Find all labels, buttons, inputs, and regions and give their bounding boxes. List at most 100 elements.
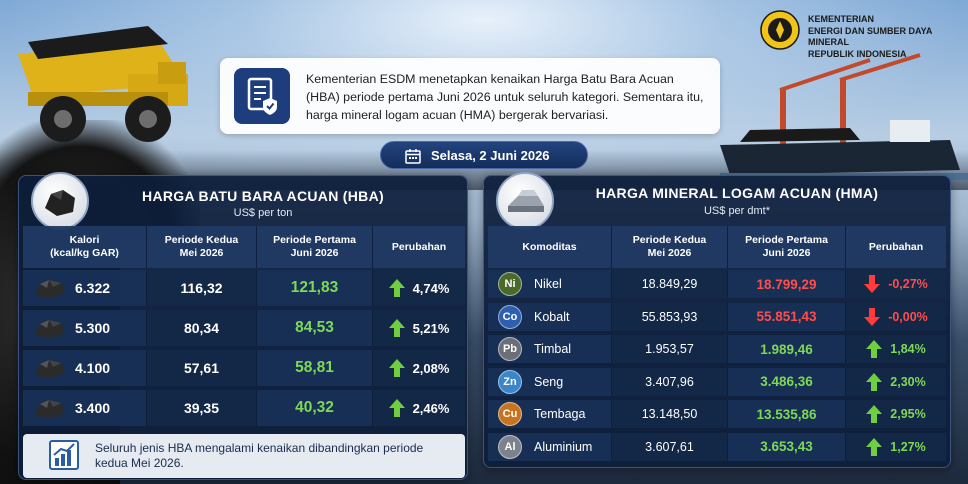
element-badge: Pb	[498, 337, 522, 361]
hba-table-row: 5.300 80,34 84,53 5,21%	[23, 310, 465, 346]
hma-change-value: 2,30%	[890, 374, 926, 389]
hma-juni-value: 3.486,36	[760, 374, 813, 389]
hba-table-row: 6.322 116,32 121,83 4,74%	[23, 270, 465, 306]
hba-juni-value: 58,81	[295, 359, 334, 376]
hba-note: Seluruh jenis HBA mengalami kenaikan dib…	[23, 434, 465, 478]
hma-header-perubahan: Perubahan	[846, 226, 946, 268]
ministry-line-3: REPUBLIK INDONESIA	[808, 48, 907, 59]
arrow-up-icon	[388, 279, 405, 297]
hma-change-value: 2,95%	[890, 407, 926, 421]
bar-chart-icon	[49, 440, 79, 470]
ministry-name: KEMENTERIAN ENERGI DAN SUMBER DAYA MINER…	[808, 14, 968, 60]
port-ship-image	[720, 53, 968, 180]
coal-lump-icon	[35, 320, 65, 338]
arrow-up-icon	[866, 372, 883, 391]
hma-change-value: -0,27%	[888, 277, 928, 291]
arrow-up-icon	[866, 437, 883, 456]
document-shield-icon	[234, 68, 290, 124]
hma-juni-value: 18.799,29	[756, 276, 817, 292]
element-badge: Al	[498, 434, 522, 459]
ministry-line-2: ENERGI DAN SUMBER DAYA MINERAL	[808, 25, 933, 48]
arrow-up-icon	[866, 405, 883, 423]
hma-mei-value: 3.607,61	[645, 439, 694, 454]
hba-unit: US$ per ton	[233, 207, 293, 219]
hba-panel: HARGA BATU BARA ACUAN (HBA) US$ per ton …	[18, 172, 468, 480]
hba-header-mei: Periode Kedua Mei 2026	[147, 226, 257, 268]
hma-table-row: Al Aluminium 3.607,61 3.653,43 1,27%	[488, 432, 946, 461]
hba-header-perubahan: Perubahan	[373, 226, 465, 268]
date-pill: Selasa, 2 Juni 2026	[380, 141, 588, 169]
hba-change-value: 2,46%	[412, 400, 450, 416]
hma-juni-value: 13.535,86	[756, 406, 817, 422]
hba-note-text: Seluruh jenis HBA mengalami kenaikan dib…	[95, 441, 424, 470]
hma-header-komoditas: Komoditas	[488, 226, 612, 268]
arrow-down-icon	[864, 275, 881, 293]
hma-mei-value: 3.407,96	[645, 374, 694, 389]
hma-panel: HARGA MINERAL LOGAM ACUAN (HMA) US$ per …	[483, 172, 951, 468]
hba-mei-value: 80,34	[183, 320, 220, 336]
hma-mei-value: 18.849,29	[641, 277, 698, 291]
hba-table-header: Kalori (kcal/kg GAR) Periode Kedua Mei 2…	[23, 226, 465, 268]
hba-table-row: 3.400 39,35 40,32 2,46%	[23, 390, 465, 426]
hma-header-mei: Periode Kedua Mei 2026	[612, 226, 728, 268]
calendar-icon	[405, 149, 421, 164]
element-badge: Ni	[498, 272, 522, 296]
hba-change-value: 2,08%	[412, 360, 450, 376]
hba-header-juni: Periode Pertama Juni 2026	[257, 226, 373, 268]
arrow-up-icon	[388, 319, 405, 337]
arrow-up-icon	[388, 359, 405, 377]
hba-change-value: 5,21%	[412, 320, 450, 336]
hba-kalori: 3.400	[75, 400, 111, 416]
hma-change-value: -0,00%	[888, 309, 928, 324]
element-badge: Zn	[498, 369, 522, 394]
hba-mei-value: 116,32	[180, 280, 223, 296]
arrow-down-icon	[864, 307, 881, 326]
ministry-line-1: KEMENTERIAN	[808, 14, 875, 24]
hma-table-row: Zn Seng 3.407,96 3.486,36 2,30%	[488, 367, 946, 396]
hba-mei-value: 39,35	[183, 400, 220, 416]
hba-kalori: 6.322	[75, 280, 111, 296]
hma-change-value: 1,27%	[890, 439, 926, 454]
hba-header-kalori: Kalori (kcal/kg GAR)	[23, 226, 147, 268]
hma-table-header: Komoditas Periode Kedua Mei 2026 Periode…	[488, 226, 946, 268]
hma-commodity-name: Nikel	[534, 277, 562, 291]
hba-juni-value: 84,53	[295, 319, 334, 336]
hma-header-juni: Periode Pertama Juni 2026	[728, 226, 846, 268]
intro-text: Kementerian ESDM menetapkan kenaikan Har…	[306, 72, 704, 122]
hba-kalori: 4.100	[75, 360, 111, 376]
hma-mei-value: 13.148,50	[641, 407, 698, 421]
hma-title: HARGA MINERAL LOGAM ACUAN (HMA)	[595, 185, 879, 201]
hba-table-row: 4.100 57,61 58,81 2,08%	[23, 350, 465, 386]
mining-truck-image	[18, 26, 188, 142]
hma-table-row: Cu Tembaga 13.148,50 13.535,86 2,95%	[488, 400, 946, 428]
coal-lump-icon	[35, 280, 65, 298]
hba-change-value: 4,74%	[412, 280, 450, 296]
date-text: Selasa, 2 Juni 2026	[431, 148, 550, 163]
hma-juni-value: 55.851,43	[756, 309, 817, 324]
hma-commodity-name: Seng	[534, 374, 564, 389]
hma-commodity-name: Kobalt	[534, 309, 570, 324]
hma-commodity-name: Tembaga	[534, 407, 586, 421]
hba-juni-value: 121,83	[290, 279, 339, 296]
coal-icon	[31, 172, 89, 230]
hma-commodity-name: Timbal	[534, 342, 572, 356]
hba-kalori: 5.300	[75, 320, 111, 336]
hma-table-row: Ni Nikel 18.849,29 18.799,29 -0,27%	[488, 270, 946, 298]
coal-lump-icon	[35, 400, 65, 418]
hma-table-row: Co Kobalt 55.853,93 55.851,43 -0,00%	[488, 302, 946, 331]
element-badge: Co	[498, 304, 522, 329]
hma-mei-value: 1.953,57	[645, 342, 694, 356]
hma-commodity-name: Aluminium	[534, 439, 593, 454]
coal-lump-icon	[35, 360, 65, 378]
ministry-logo	[760, 10, 800, 50]
hma-unit: US$ per dmt*	[703, 205, 771, 217]
hma-juni-value: 1.989,46	[760, 341, 813, 357]
hma-juni-value: 3.653,43	[760, 439, 813, 454]
hba-title: HARGA BATU BARA ACUAN (HBA)	[142, 188, 384, 204]
arrow-up-icon	[388, 399, 405, 417]
element-badge: Cu	[498, 402, 522, 426]
arrow-up-icon	[866, 340, 883, 358]
hma-change-value: 1,84%	[890, 342, 926, 356]
hma-table-row: Pb Timbal 1.953,57 1.989,46 1,84%	[488, 335, 946, 363]
hma-mei-value: 55.853,93	[641, 309, 698, 324]
